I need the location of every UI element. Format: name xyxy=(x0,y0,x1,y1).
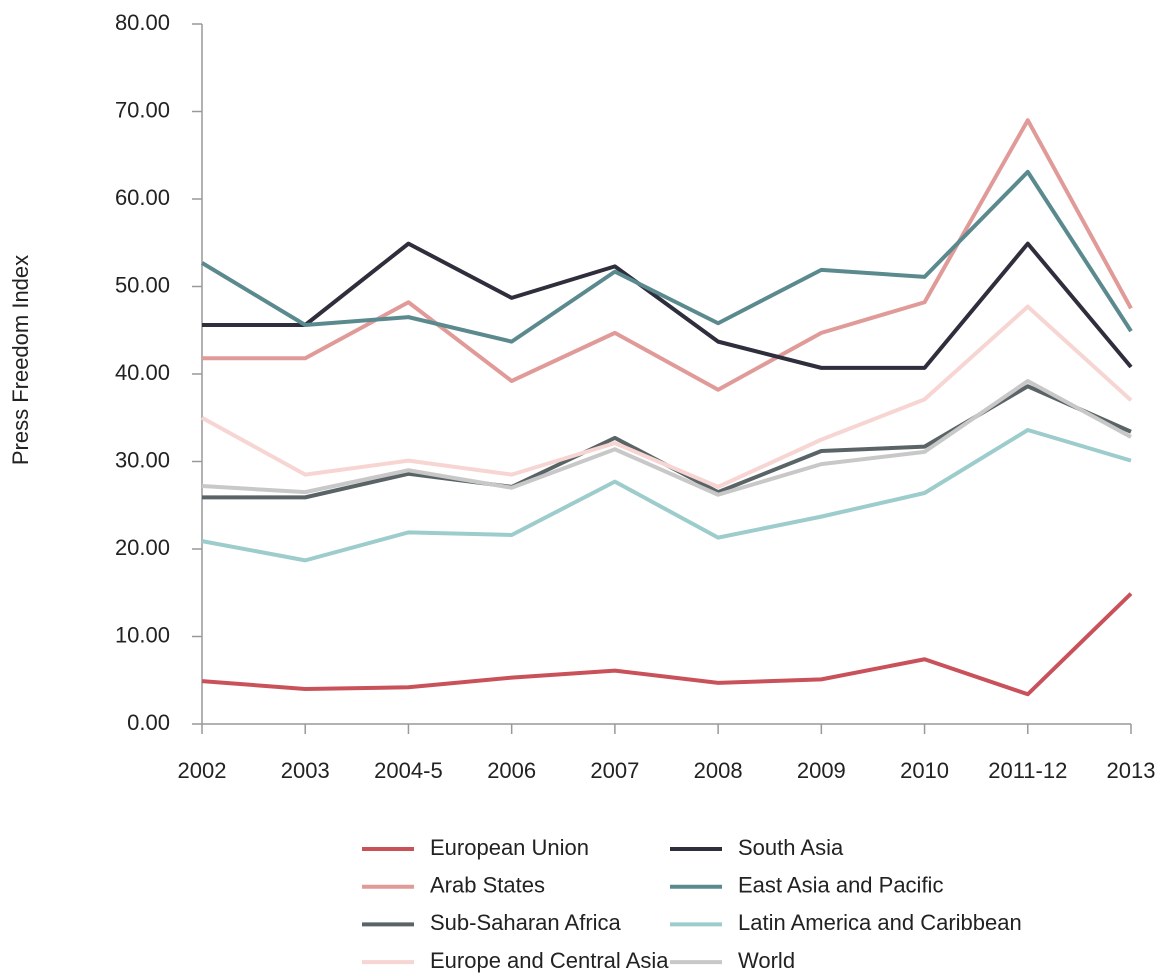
series-line xyxy=(201,428,1132,563)
legend-label: South Asia xyxy=(738,835,844,860)
x-tick-label: 2004-5 xyxy=(374,758,443,783)
legend-label: Latin America and Caribbean xyxy=(738,910,1022,935)
x-tick-label: 2007 xyxy=(590,758,639,783)
legend-label: East Asia and Pacific xyxy=(738,873,943,898)
y-tick-label: 30.00 xyxy=(115,447,170,472)
series-line xyxy=(202,118,1133,392)
legend-label: Europe and Central Asia xyxy=(430,948,669,973)
y-tick-label: 0.00 xyxy=(127,710,170,735)
x-tick-label: 2003 xyxy=(281,758,330,783)
y-tick-label: 60.00 xyxy=(115,185,170,210)
series-line xyxy=(201,379,1132,497)
x-tick-label: 2013 xyxy=(1107,758,1156,783)
series-line xyxy=(202,241,1133,370)
y-tick-label: 40.00 xyxy=(115,360,170,385)
legend-label: World xyxy=(738,948,795,973)
x-tick-label: 2010 xyxy=(900,758,949,783)
x-tick-label: 2009 xyxy=(797,758,846,783)
x-tick-label: 2011-12 xyxy=(988,758,1067,783)
series-line xyxy=(201,592,1133,697)
legend-label: European Union xyxy=(430,835,589,860)
legend-label: Arab States xyxy=(430,873,545,898)
x-tick-label: 2008 xyxy=(694,758,743,783)
y-tick-label: 50.00 xyxy=(115,272,170,297)
x-tick-label: 2006 xyxy=(487,758,536,783)
x-tick-label: 2002 xyxy=(178,758,227,783)
series-line xyxy=(200,169,1133,344)
y-tick-label: 10.00 xyxy=(115,622,170,647)
y-tick-label: 20.00 xyxy=(115,535,170,560)
legend-label: Sub-Saharan Africa xyxy=(430,910,622,935)
y-tick-label: 80.00 xyxy=(115,10,170,35)
series-line xyxy=(202,384,1132,500)
y-axis-label: Press Freedom Index xyxy=(8,255,33,465)
series-line xyxy=(201,304,1133,489)
y-tick-label: 70.00 xyxy=(115,97,170,122)
